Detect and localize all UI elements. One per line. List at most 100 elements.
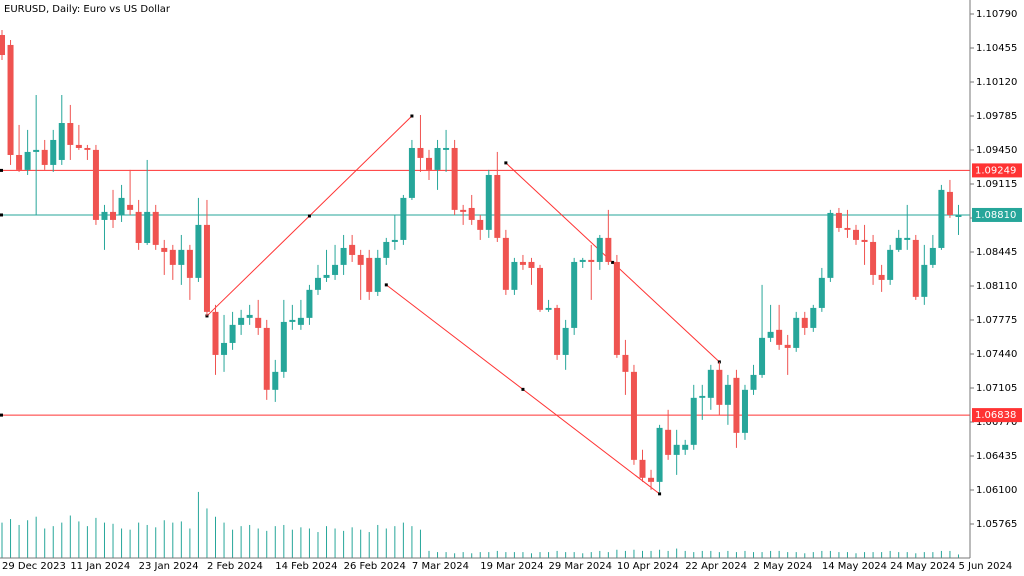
candle-body — [374, 257, 381, 292]
hline-layer — [0, 168, 970, 417]
candle-body — [58, 123, 65, 160]
x-tick-label: 5 Jun 2024 — [958, 561, 1012, 572]
candle-body — [434, 147, 441, 170]
candle-body — [366, 257, 373, 292]
candle-body — [443, 147, 450, 150]
candle-body — [110, 211, 117, 220]
candle-body — [178, 249, 185, 265]
candle-body — [408, 147, 415, 198]
candle-body — [0, 35, 5, 56]
candle-body — [383, 241, 390, 258]
candle-body — [238, 317, 245, 325]
trend-anchor — [658, 492, 662, 496]
x-tick-label: 22 Apr 2024 — [685, 561, 747, 572]
candle-body — [212, 311, 219, 355]
candle-body — [41, 149, 48, 165]
candle-body — [203, 224, 210, 312]
candle-body — [946, 191, 953, 215]
candle-body — [835, 212, 842, 228]
x-tick-label: 19 Mar 2024 — [480, 561, 543, 572]
candle-body — [502, 237, 509, 290]
candle-body — [280, 321, 287, 372]
candle-body — [622, 354, 629, 372]
candle-body — [818, 277, 825, 308]
candle-body — [263, 327, 270, 390]
x-tick-label: 29 Mar 2024 — [549, 561, 612, 572]
candle-body — [33, 149, 40, 152]
candle-body — [349, 244, 356, 255]
y-tick-label: 1.09450 — [976, 145, 1017, 156]
x-tick-label: 29 Dec 2023 — [2, 561, 66, 572]
price-label-box — [972, 163, 1022, 178]
candle-body — [827, 212, 834, 278]
axis-layer: 1.10790 1.10455 1.10120 1.09785 1.09450 1.091… — [2, 9, 1017, 572]
price-label-box — [972, 408, 1022, 423]
y-tick-label: 1.05765 — [976, 519, 1017, 530]
candle-body — [144, 211, 151, 243]
trend-anchor — [307, 214, 311, 218]
candle-body — [613, 261, 620, 355]
candle-body — [340, 247, 347, 265]
candle-body — [127, 204, 134, 210]
candle-body — [895, 237, 902, 250]
candle-body — [7, 44, 14, 155]
candle-body — [630, 371, 637, 460]
candle-body — [938, 189, 945, 248]
x-tick-label: 24 May 2024 — [890, 561, 955, 572]
candle-body — [793, 317, 800, 348]
y-tick-label: 1.08110 — [976, 281, 1017, 292]
candle-body — [656, 427, 663, 482]
candle-body — [135, 211, 142, 243]
y-tick-label: 1.08445 — [976, 247, 1017, 258]
candle-body — [724, 384, 731, 405]
candle-body — [648, 477, 655, 482]
candle-body — [571, 261, 578, 328]
candle-body — [870, 241, 877, 275]
candle-body — [750, 374, 757, 390]
candle-body — [904, 237, 911, 240]
candle-body — [426, 157, 432, 170]
candle-body — [955, 214, 962, 217]
candle-body — [579, 259, 586, 262]
candle-body — [314, 277, 321, 290]
candle-body — [537, 267, 544, 310]
candle-body — [357, 254, 364, 265]
trend-anchor — [384, 283, 388, 287]
candle-body — [844, 227, 851, 230]
y-tick-label: 1.09785 — [976, 111, 1017, 122]
candle-body — [741, 389, 748, 433]
candle-body — [477, 219, 484, 230]
candle-body — [810, 307, 817, 328]
candle-body — [297, 317, 304, 325]
x-tick-label: 26 Feb 2024 — [344, 561, 406, 572]
x-tick-label: 7 Mar 2024 — [412, 561, 469, 572]
candle-body — [391, 239, 398, 242]
candle-body — [195, 224, 202, 278]
candle-body — [468, 207, 475, 220]
candle-body — [186, 249, 193, 278]
candle-body — [67, 123, 74, 145]
candle-body — [861, 239, 868, 242]
candle-body — [16, 154, 23, 170]
x-tick-label: 2 May 2024 — [754, 561, 813, 572]
candle-body — [588, 259, 595, 262]
chart-title: EURUSD, Daily: Euro vs US Dollar — [4, 4, 171, 15]
candle-body — [323, 274, 330, 278]
candle-body — [639, 459, 646, 478]
candle-body — [887, 249, 894, 280]
price-label: 1.06838 — [975, 410, 1016, 421]
candle-body — [50, 139, 57, 165]
candle-body — [759, 337, 766, 375]
y-tick-label: 1.07440 — [976, 349, 1017, 360]
candle-body — [101, 211, 108, 220]
candle-body — [485, 174, 492, 230]
trend-anchor — [504, 161, 508, 165]
candle-body — [221, 342, 228, 355]
candle-body — [690, 397, 697, 445]
y-tick-label: 1.06435 — [976, 451, 1017, 462]
candle-body — [460, 209, 467, 212]
candle-body — [921, 264, 928, 297]
x-tick-label: 14 May 2024 — [822, 561, 887, 572]
candle-body — [776, 329, 783, 345]
